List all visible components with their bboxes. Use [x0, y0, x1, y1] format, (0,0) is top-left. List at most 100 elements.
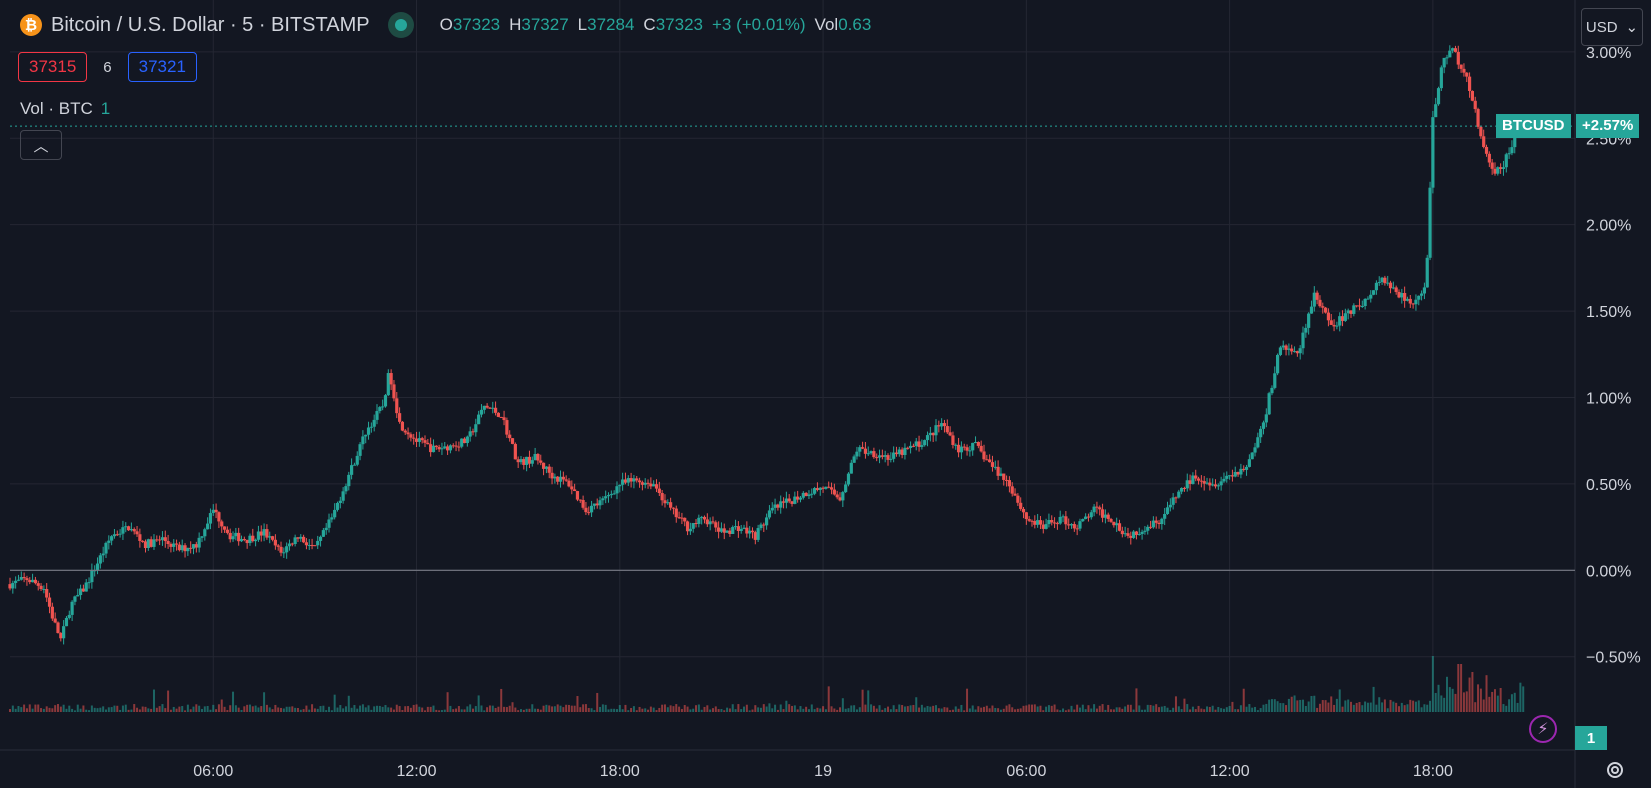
collapse-legend-button[interactable]: ︿ [20, 130, 62, 160]
candle [765, 513, 769, 530]
candle [479, 404, 484, 418]
volume-bar [497, 706, 500, 712]
candle-body [1380, 277, 1384, 283]
candle-body [112, 534, 117, 537]
volume-bar [1231, 701, 1234, 712]
volume-legend[interactable]: Vol · BTC 1 [20, 99, 110, 119]
candle-body [1007, 480, 1012, 487]
symbol-legend[interactable]: ₿ Bitcoin / U.S. Dollar · 5 · BITSTAMP O… [20, 12, 880, 38]
candle-body [1180, 487, 1184, 492]
y-tick-label: 1.00% [1586, 390, 1631, 407]
volume-bar [1155, 704, 1158, 712]
volume-bar [957, 708, 960, 712]
candle [1501, 160, 1506, 176]
volume-bar [116, 705, 119, 712]
volume-bar [113, 705, 116, 712]
volume-bar [274, 704, 277, 712]
candle [25, 575, 29, 586]
candle-body [78, 588, 83, 596]
candle-body [302, 536, 306, 543]
candle [1211, 478, 1215, 487]
volume-bar [359, 705, 362, 712]
candle [36, 580, 40, 591]
volume-bar [703, 706, 706, 712]
candle-body [1499, 167, 1503, 169]
volume-bar [833, 708, 836, 712]
candle [1216, 483, 1220, 490]
candle-body [70, 601, 74, 615]
candle [56, 621, 60, 634]
candle [180, 539, 184, 553]
candle [541, 462, 546, 476]
candle [496, 412, 501, 418]
candle [606, 492, 611, 503]
volume-bar [892, 705, 895, 712]
candle-body [39, 585, 43, 590]
gear-icon[interactable] [1604, 759, 1626, 781]
candle-body [1228, 475, 1232, 477]
candle [366, 421, 371, 440]
candle-body [50, 606, 54, 619]
candle-body [522, 459, 526, 465]
volume-bar [311, 704, 314, 712]
volume-bar [96, 708, 99, 712]
candle-body [1188, 480, 1192, 484]
candle [1445, 54, 1449, 65]
volume-bar [1397, 706, 1400, 712]
candle [183, 543, 187, 558]
candle-body [254, 539, 258, 542]
candle [493, 401, 498, 416]
volume-bar [731, 704, 734, 712]
candle [28, 577, 32, 585]
time-axis[interactable]: 06:00 12:00 18:00 19 06:00 12:00 18:00 [193, 763, 1453, 780]
symbol-title[interactable]: Bitcoin / U.S. Dollar · 5 · BITSTAMP [51, 13, 370, 36]
candle [1030, 519, 1034, 527]
sell-button[interactable]: 37315 [18, 52, 88, 82]
volume-bar [316, 708, 319, 712]
currency-button[interactable]: USD ⌄ [1581, 8, 1643, 46]
candle [344, 483, 348, 495]
candle [256, 525, 261, 542]
candle [1340, 310, 1345, 327]
candle [53, 612, 57, 624]
candle [1061, 514, 1065, 523]
candle-body [1171, 497, 1175, 505]
volume-bar [934, 705, 937, 712]
volume-bar [1025, 705, 1028, 712]
candle [1148, 520, 1153, 530]
trade-buttons: 37315 6 37321 [18, 52, 197, 82]
candle-body [67, 614, 71, 618]
candle-body [945, 426, 949, 433]
candle-body [220, 521, 224, 527]
buy-button[interactable]: 37321 [127, 52, 197, 82]
candle-body [383, 395, 388, 407]
candle [1078, 518, 1082, 532]
flash-icon[interactable]: ⚡ [1529, 715, 1557, 743]
volume-bar [1361, 705, 1364, 712]
volume-bar [71, 708, 74, 712]
candle-body [381, 406, 385, 408]
volume-bar [1468, 677, 1471, 712]
volume-bar [392, 709, 395, 712]
candle [316, 535, 320, 550]
volume-bar [1330, 696, 1333, 712]
candle-body [462, 438, 467, 444]
candle [1346, 308, 1350, 320]
volume-bar [147, 708, 150, 712]
candle-body [502, 417, 506, 421]
volume-bar [144, 706, 147, 712]
candle-body [1250, 452, 1254, 460]
candle-body [869, 451, 873, 454]
candle [1222, 472, 1226, 483]
candle [203, 527, 207, 541]
candle [956, 437, 961, 458]
candle-body [821, 487, 825, 489]
candle-body [1318, 299, 1322, 307]
volume-bar [1426, 704, 1429, 712]
candle-body [606, 495, 611, 497]
candle [67, 610, 71, 620]
volume-bar [93, 707, 96, 712]
candle [691, 522, 695, 533]
candle [513, 442, 517, 460]
